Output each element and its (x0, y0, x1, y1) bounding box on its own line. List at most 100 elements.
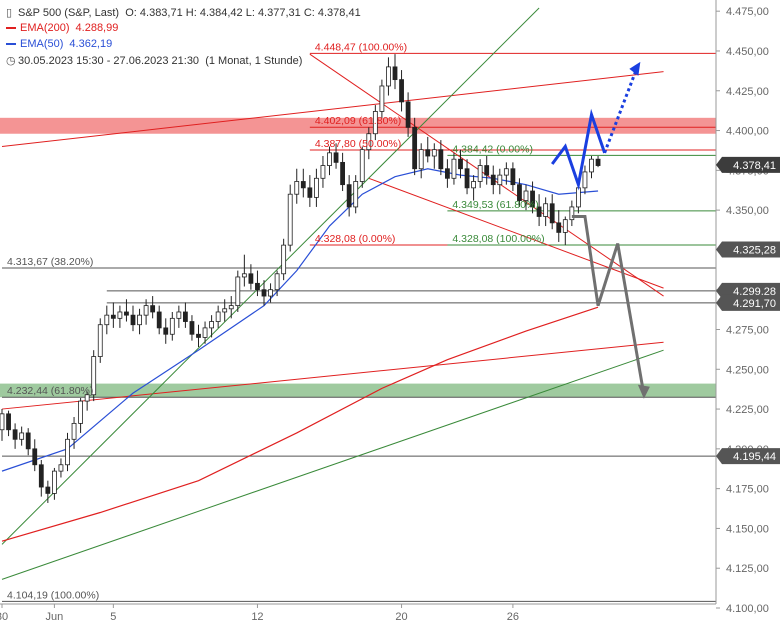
price-tag-label: 4.299,28 (733, 286, 776, 298)
candle-body (287, 193, 293, 246)
candle-body (97, 324, 103, 357)
candle-body (569, 206, 575, 221)
candle-body (196, 333, 201, 338)
legend-ema200-row: EMA(200) 4.288,99 (6, 22, 118, 34)
candlestick-icon: ▯ (6, 7, 13, 19)
candle-body (84, 394, 90, 402)
candle-body (117, 311, 123, 319)
projection-blue-dotted (603, 66, 639, 154)
candle-body (150, 305, 156, 313)
candle-body (78, 400, 83, 424)
candle-body (182, 311, 188, 322)
y-tick-label: 4.175,00 (726, 484, 769, 496)
candle-body (294, 181, 300, 195)
candle-body (589, 158, 594, 173)
candle-body (261, 289, 267, 297)
candle-body (176, 311, 182, 319)
ema200-value: 4.288,99 (75, 22, 119, 34)
price-tag-label: 4.325,28 (733, 244, 776, 256)
level-label: 4.313,67 (38.20%) (7, 256, 93, 268)
y-tick-label: 4.275,00 (726, 324, 769, 336)
trend-line (368, 177, 664, 289)
candle-body (38, 464, 44, 488)
candle-body (346, 184, 352, 208)
candle-body (333, 152, 339, 163)
candle-body (503, 168, 509, 176)
ema50-label: EMA(50) (20, 38, 64, 50)
candle-body (438, 149, 444, 170)
candle-body (215, 311, 221, 322)
candle-body (366, 133, 372, 151)
candle-body (405, 101, 411, 128)
y-tick-label: 4.150,00 (726, 523, 769, 535)
period-label: 30.05.2023 15:30 - 27.06.2023 21:30 (18, 55, 200, 67)
candle-body (510, 168, 516, 186)
x-tick-label: 30 (0, 611, 8, 623)
trend-line (1, 341, 664, 410)
candle-body (412, 126, 418, 170)
candle-body (399, 79, 404, 103)
projection-gray (571, 214, 646, 395)
candle-body (65, 438, 70, 466)
candle-body (169, 317, 175, 335)
x-tick-label: 20 (395, 611, 407, 623)
ema200-line (1, 306, 599, 542)
level-label: 4.448,47 (100.00%) (315, 41, 407, 53)
clock-icon: ◷ (6, 55, 16, 67)
candle-body (517, 184, 522, 201)
candle-body (241, 273, 247, 278)
x-tick-label: Jun (46, 611, 64, 623)
ohlc-values: O: 4.383,71 H: 4.384,42 L: 4.377,31 C: 4… (125, 7, 361, 19)
x-tick-label: 12 (251, 611, 263, 623)
y-tick-label: 4.475,00 (726, 6, 769, 18)
candle-body (163, 327, 169, 335)
level-label: 4.328,08 (0.00%) (315, 233, 396, 245)
timeframe-label: (1 Monat, 1 Stunde) (205, 55, 303, 67)
candle-body (189, 321, 195, 335)
candle-body (32, 448, 38, 466)
price-tag (716, 294, 780, 311)
projection-gray-arrowhead (637, 384, 650, 399)
projection-blue-solid (550, 108, 607, 191)
y-tick-label: 4.100,00 (726, 603, 769, 615)
legend-instrument-row: ▯ S&P 500 (S&P, Last) O: 4.383,71 H: 4.38… (6, 6, 361, 19)
ema50-value: 4.362,19 (69, 38, 113, 50)
candle-body (497, 174, 503, 186)
candle-body (458, 158, 463, 170)
y-tick-label: 4.425,00 (726, 86, 769, 98)
ema50-line (1, 168, 599, 472)
candle-body (248, 273, 254, 284)
candle-body (320, 165, 326, 179)
candle-body (562, 219, 568, 233)
candle-body (425, 149, 431, 157)
ema200-swatch (6, 27, 16, 30)
price-tag (716, 241, 780, 258)
candle-body (484, 165, 490, 176)
x-tick-label: 26 (507, 611, 519, 623)
y-tick-label: 4.125,00 (726, 563, 769, 575)
y-tick-label: 4.400,00 (726, 126, 769, 138)
candle-body (536, 206, 542, 217)
candle-body (268, 289, 273, 297)
candle-body (490, 174, 496, 186)
level-label: 4.328,08 (100.00%) (452, 233, 544, 245)
candle-body (52, 470, 57, 494)
y-tick-label: 4.250,00 (726, 364, 769, 376)
candle-body (124, 311, 129, 316)
candle-body (156, 311, 162, 329)
trend-line (1, 349, 664, 580)
candle-body (235, 276, 241, 307)
candle-body (209, 321, 215, 329)
price-tag (716, 282, 780, 299)
price-tag (716, 448, 780, 465)
candle-body (110, 314, 116, 319)
candle-body (300, 181, 306, 189)
projection-blue-arrowhead (629, 61, 641, 76)
candle-body (91, 356, 97, 396)
candle-body (222, 308, 228, 313)
candle-body (25, 432, 31, 450)
level-label: 4.402,09 (61.80%) (315, 115, 401, 127)
candle-body (379, 85, 385, 112)
candle-body (556, 222, 562, 233)
